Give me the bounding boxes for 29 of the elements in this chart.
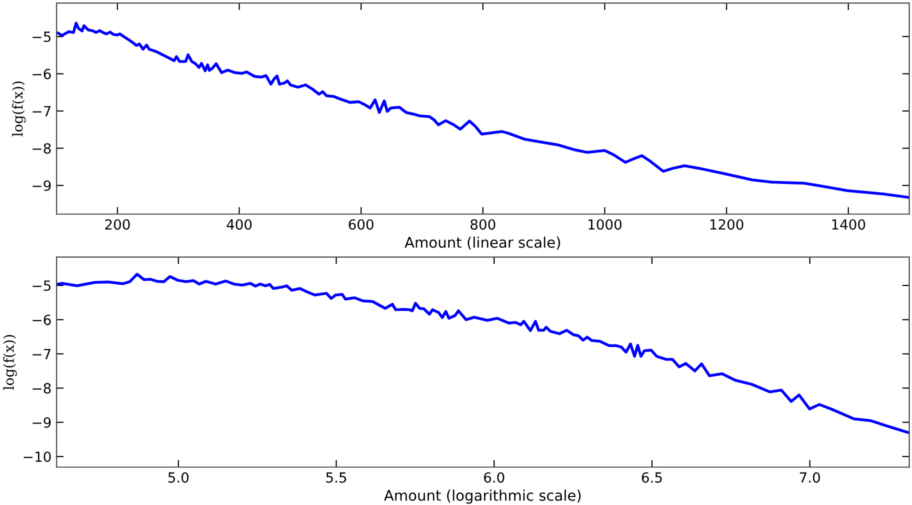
y-tick-label: −5 [32, 32, 50, 42]
x-tick-label: 800 [470, 219, 496, 230]
x-tick-label: 5.0 [168, 472, 189, 483]
y-axis-title: log(f(x)) [12, 82, 26, 136]
x-tick-label: 200 [105, 219, 130, 230]
y-tick-label: −5 [32, 280, 50, 291]
line-series [56, 272, 910, 434]
y-tick-label: −8 [32, 143, 51, 154]
line-series [56, 22, 910, 199]
x-axis-title: Amount (linear scale) [404, 236, 560, 250]
x-tick-label: 1400 [832, 219, 866, 230]
y-tick-label: −9 [32, 417, 51, 428]
x-tick-label: 400 [226, 219, 252, 230]
x-tick-label: 1000 [588, 219, 622, 230]
y-tick-label: −10 [24, 451, 51, 462]
y-tick-label: −6 [32, 68, 51, 80]
y-tick-label: −7 [32, 349, 50, 360]
y-tick-label: −6 [32, 314, 51, 326]
x-tick-label: 7.0 [800, 472, 820, 483]
x-tick-label: 1200 [710, 219, 744, 230]
y-tick-label: −7 [32, 106, 50, 116]
y-tick-label: −9 [32, 180, 51, 191]
x-tick-label: 600 [348, 219, 374, 230]
x-tick-label: 5.5 [326, 472, 346, 483]
y-tick-label: −8 [32, 383, 51, 394]
x-tick-label: 6.5 [642, 472, 662, 483]
y-axis-title: log(f(x)) [3, 335, 17, 390]
x-tick-label: 6.0 [484, 472, 504, 483]
x-axis-title: Amount (logarithmic scale) [384, 490, 581, 504]
